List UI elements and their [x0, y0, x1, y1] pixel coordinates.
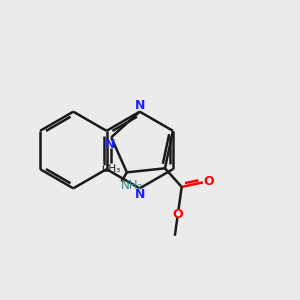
Text: N: N [104, 138, 115, 151]
Text: NH₂: NH₂ [121, 179, 143, 192]
Text: CH₃: CH₃ [102, 164, 121, 174]
Text: N: N [134, 188, 145, 201]
Text: O: O [172, 208, 183, 221]
Text: N: N [134, 99, 145, 112]
Text: O: O [203, 175, 214, 188]
